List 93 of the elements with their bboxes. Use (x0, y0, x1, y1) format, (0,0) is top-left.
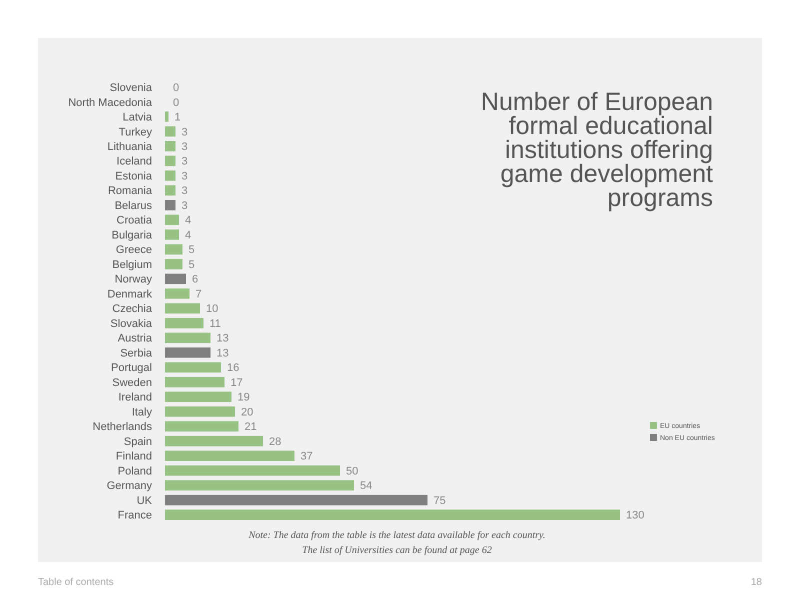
data-label: 20 (241, 406, 254, 418)
y-tick-label: Denmark (107, 288, 152, 300)
text: Table of contents (38, 577, 114, 588)
data-label: 75 (434, 494, 446, 507)
y-tick-label: Spain (124, 436, 152, 448)
data-label: 6 (192, 274, 198, 286)
y-tick-label: Italy (132, 406, 152, 418)
data-label: 16 (227, 362, 240, 374)
data-label: 5 (188, 244, 195, 256)
y-tick-label: Germany (106, 480, 152, 492)
data-label: 4 (185, 214, 192, 227)
data-label: 19 (238, 392, 250, 404)
data-label: 1 (174, 112, 181, 124)
bar (165, 229, 179, 240)
y-tick-label: UK (136, 494, 153, 507)
bar (165, 214, 179, 226)
bar (165, 111, 168, 122)
bar (165, 140, 176, 152)
data-label: 28 (269, 436, 282, 448)
bar (165, 347, 210, 358)
bar (165, 258, 182, 270)
bar (165, 406, 235, 417)
y-tick-label: Portugal (111, 362, 152, 374)
data-label: 50 (346, 465, 358, 478)
text: Number of European formal educational institutions offering game development programs (480, 88, 714, 212)
data-label: 10 (206, 303, 218, 316)
bar (165, 362, 221, 373)
data-label: 11 (210, 318, 221, 330)
y-tick-label: Turkey (118, 126, 152, 138)
data-label: 0 (173, 96, 180, 109)
text: The list of Universities can be found at page 62 (302, 545, 492, 556)
bar (165, 303, 200, 314)
data-label: 0 (173, 82, 180, 94)
data-label: 54 (360, 480, 372, 492)
data-label: 13 (216, 332, 229, 345)
y-tick-label: Romania (108, 185, 153, 198)
data-label: 21 (244, 421, 257, 434)
y-tick-label: Poland (118, 465, 152, 478)
y-tick-label: Netherlands (92, 421, 152, 434)
y-tick-label: Iceland (116, 156, 152, 168)
data-label: 3 (182, 126, 188, 138)
bar (165, 494, 428, 506)
bar (165, 274, 186, 284)
y-tick-label: Ireland (118, 392, 152, 404)
y-tick-label: Bulgaria (112, 229, 153, 242)
y-tick-label: Lithuania (107, 141, 153, 153)
bar (165, 436, 263, 446)
bar (165, 450, 294, 462)
bar (165, 185, 176, 196)
bar (165, 126, 176, 137)
bar (165, 332, 210, 344)
data-label: 17 (230, 376, 243, 389)
bar (165, 200, 176, 210)
bar (165, 318, 204, 328)
bar (165, 465, 340, 476)
y-tick-label: Sweden (112, 376, 152, 389)
bar (165, 480, 354, 491)
data-label: 3 (182, 185, 188, 198)
y-tick-label: France (118, 510, 152, 522)
data-label: 3 (182, 156, 188, 168)
y-tick-label: Croatia (116, 214, 153, 227)
text: 18 (750, 577, 762, 588)
bar (165, 376, 224, 388)
y-tick-label: Austria (118, 332, 153, 345)
y-tick-label: Belgium (112, 258, 152, 271)
data-label: 4 (185, 229, 192, 242)
text: Note: The data from the table is the latest data available for each country. (248, 530, 546, 541)
y-tick-label: Serbia (120, 347, 153, 360)
data-label: 13 (216, 347, 229, 360)
bar (165, 170, 176, 181)
data-label: 7 (196, 288, 202, 300)
data-label: 3 (182, 141, 188, 153)
y-tick-label: Slovakia (110, 318, 153, 330)
y-tick-label: North Macedonia (68, 96, 153, 109)
y-tick-label: Greece (116, 244, 152, 256)
data-label: 130 (626, 510, 644, 522)
data-label: 5 (188, 258, 195, 271)
y-tick-label: Finland (116, 450, 152, 463)
data-label: 3 (182, 200, 188, 212)
bar (165, 156, 176, 166)
y-tick-label: Czechia (112, 303, 153, 316)
y-tick-label: Norway (114, 274, 152, 286)
bar (165, 510, 620, 520)
bar (165, 244, 182, 255)
bar (165, 392, 232, 402)
data-label: 3 (182, 170, 188, 182)
y-tick-label: Slovenia (110, 82, 153, 94)
y-tick-label: Latvia (122, 112, 153, 124)
y-tick-label: Belarus (114, 200, 152, 212)
data-label: 37 (300, 450, 313, 463)
bar (165, 421, 238, 432)
bar (165, 288, 190, 299)
y-tick-label: Estonia (115, 170, 153, 182)
